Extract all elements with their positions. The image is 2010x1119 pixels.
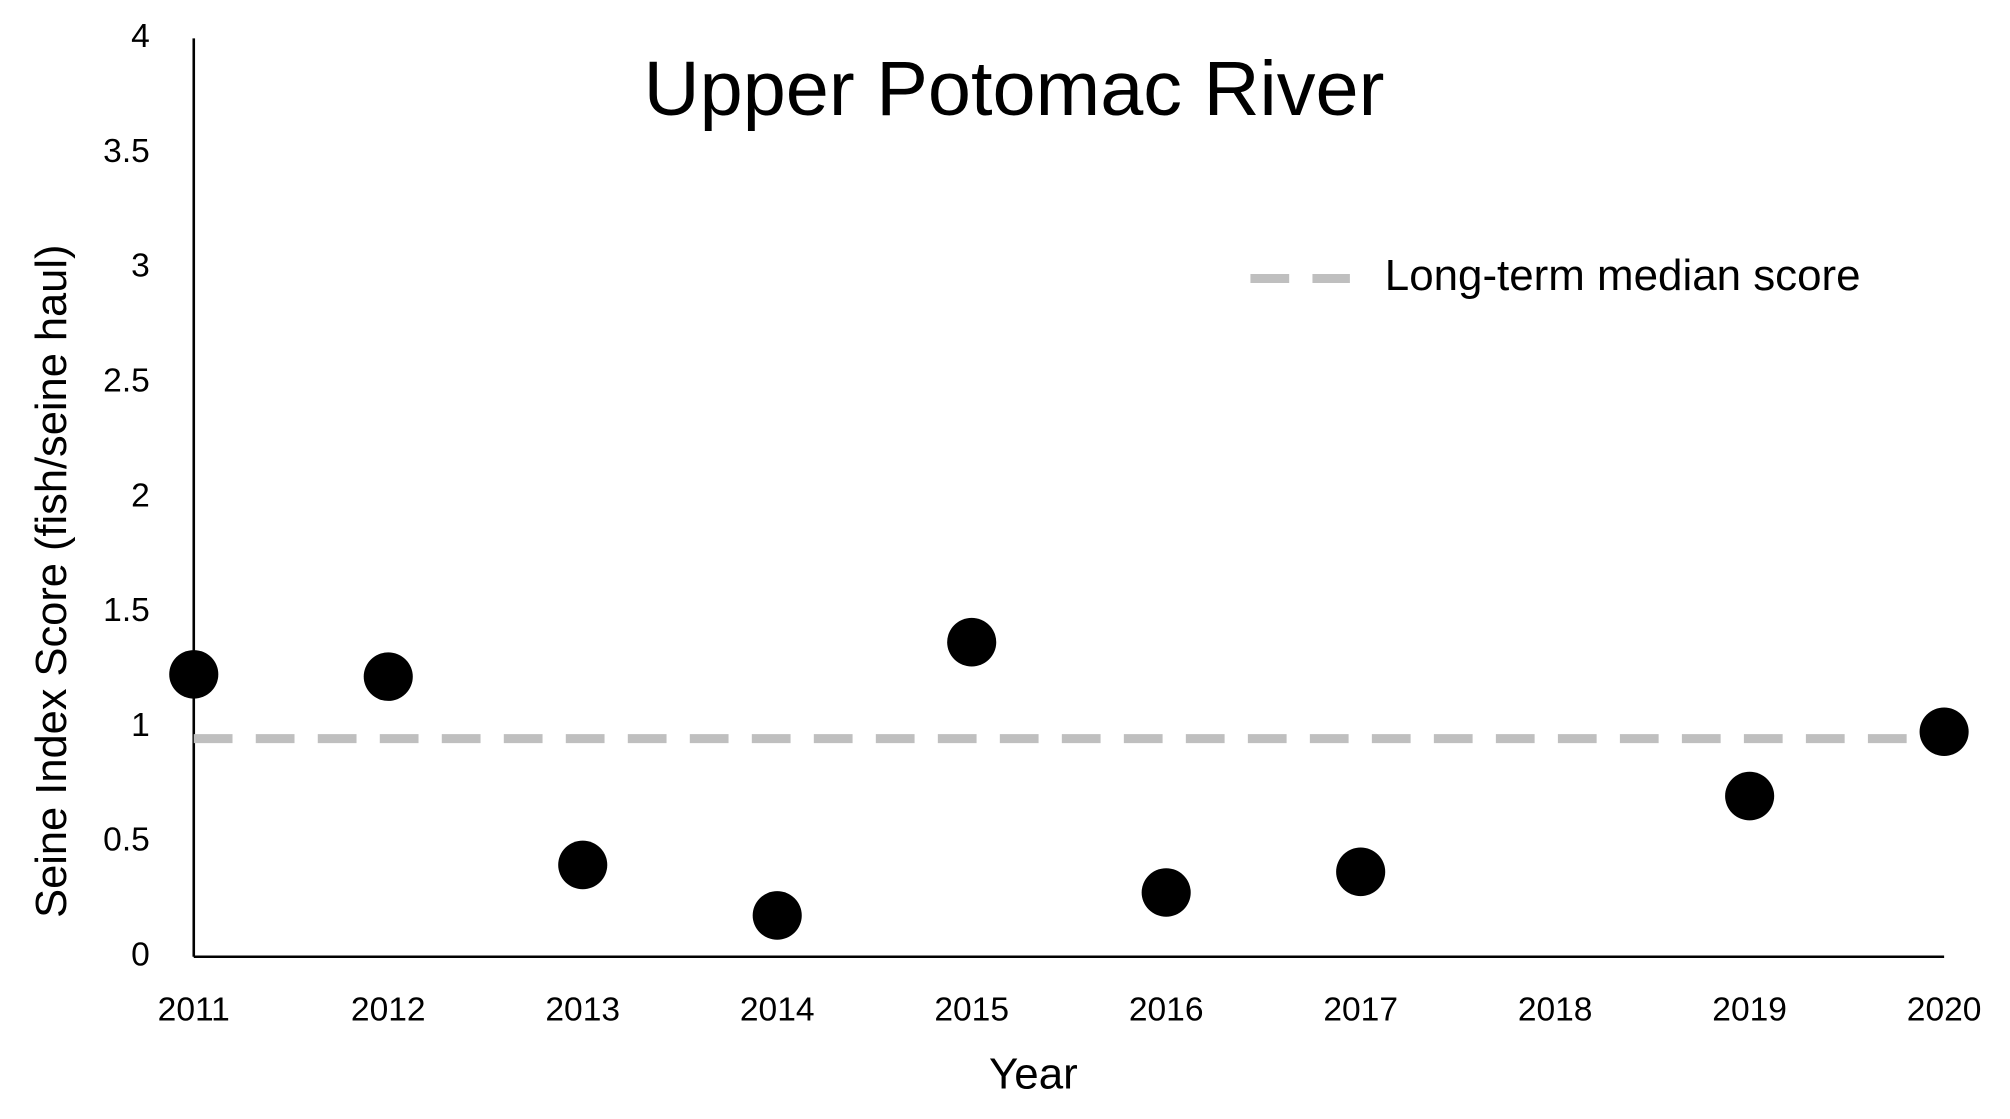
x-tick-label: 2016 — [1129, 992, 1204, 1029]
chart-title: Upper Potomac River — [644, 46, 1385, 132]
point — [363, 652, 413, 701]
point — [947, 617, 997, 667]
y-tick-label: 4 — [131, 18, 150, 55]
x-tick-label: 2019 — [1712, 992, 1787, 1029]
y-tick-label: 1.5 — [103, 592, 150, 629]
x-tick-label: 2017 — [1323, 992, 1398, 1029]
x-tick-label: 2020 — [1907, 992, 1982, 1029]
point — [1725, 771, 1775, 821]
point — [1141, 868, 1191, 917]
point — [169, 650, 219, 699]
y-tick-label: 0.5 — [103, 822, 150, 859]
y-tick-label: 1 — [131, 707, 150, 744]
y-tick-label: 3.5 — [103, 133, 150, 170]
y-axis-label: Seine Index Score (fish/seine haul) — [27, 245, 76, 918]
point — [1336, 847, 1386, 897]
x-tick-label: 2014 — [740, 992, 815, 1029]
x-axis-label: Year — [989, 1050, 1078, 1099]
y-tick-label: 3 — [131, 248, 150, 285]
point — [752, 891, 802, 940]
legend-label: Long-term median score — [1385, 251, 1861, 300]
y-tick-label: 2 — [131, 477, 150, 514]
y-tick-label: 0 — [131, 937, 150, 974]
x-tick-label: 2018 — [1518, 992, 1593, 1029]
x-tick-label: 2012 — [351, 992, 426, 1029]
x-tick-label: 2011 — [158, 992, 230, 1029]
point — [1919, 707, 1969, 757]
point — [558, 840, 608, 890]
x-tick-label: 2015 — [934, 992, 1009, 1029]
x-tick-label: 2013 — [545, 992, 620, 1029]
y-tick-label: 2.5 — [103, 363, 150, 400]
